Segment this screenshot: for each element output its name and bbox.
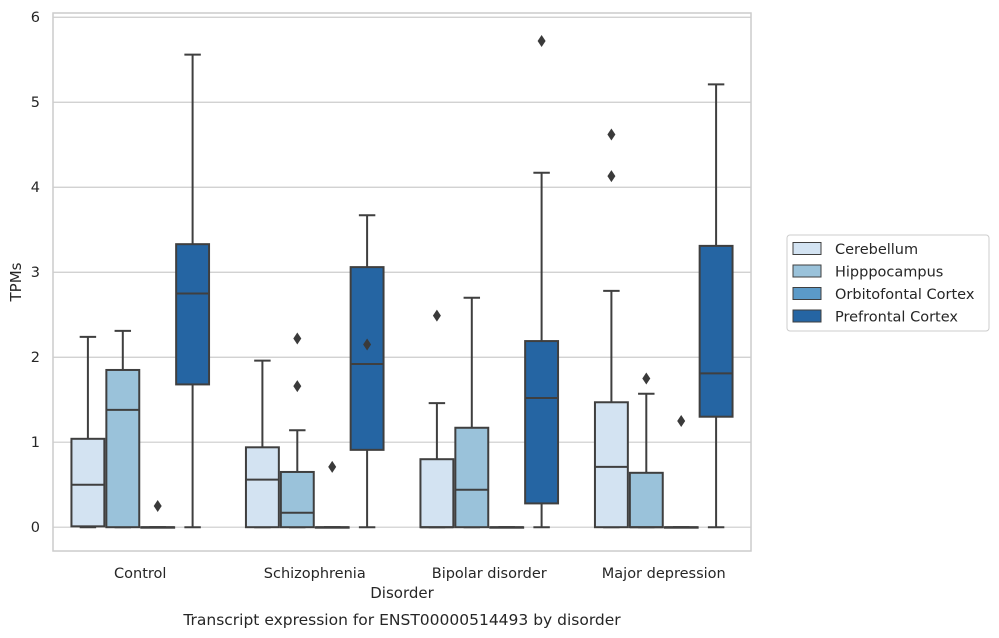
x-tick-label: Schizophrenia xyxy=(264,566,366,582)
box-orbitofontal-cortex-2 xyxy=(489,526,525,529)
box-iqr xyxy=(454,426,490,529)
box-iqr xyxy=(105,368,141,529)
y-tick-label: 3 xyxy=(31,265,40,281)
legend-label: Prefrontal Cortex xyxy=(835,310,958,326)
box-cerebellum-0 xyxy=(70,335,106,529)
box-hipppocampus-2 xyxy=(454,296,490,529)
box-iqr xyxy=(593,401,629,529)
box-hipppocampus-1 xyxy=(279,332,315,529)
x-tick-label: Major depression xyxy=(602,566,726,582)
legend-label: Cerebellum xyxy=(835,242,918,258)
legend-swatch xyxy=(792,242,822,255)
outlier-point xyxy=(432,309,441,322)
legend-label: Orbitofontal Cortex xyxy=(835,287,975,303)
box-iqr xyxy=(419,458,455,529)
box-cerebellum-3 xyxy=(593,128,629,529)
box-cerebellum-1 xyxy=(244,359,280,529)
box-prefrontal-cortex-2 xyxy=(524,35,560,529)
box-prefrontal-cortex-1 xyxy=(349,214,385,529)
legend: Cerebellum Hipppocampus Orbitofontal Corte… xyxy=(786,234,990,332)
box-prefrontal-cortex-3 xyxy=(698,83,734,529)
legend-label: Hipppocampus xyxy=(835,265,943,281)
box-iqr xyxy=(244,446,280,529)
outlier-point xyxy=(607,128,616,141)
box-iqr xyxy=(698,244,734,418)
box-iqr xyxy=(70,437,106,528)
y-tick-label: 1 xyxy=(31,435,40,451)
outlier-point xyxy=(677,414,686,427)
legend-swatch xyxy=(792,264,822,278)
y-tick-label: 4 xyxy=(31,180,40,196)
box-orbitofontal-cortex-1 xyxy=(314,460,350,529)
box-iqr xyxy=(628,471,664,529)
y-tick-labels: 0 1 2 3 4 5 6 xyxy=(31,10,40,536)
box-hipppocampus-3 xyxy=(628,372,664,529)
x-axis-title: Disorder xyxy=(370,584,434,602)
outlier-point xyxy=(363,338,372,351)
box-iqr xyxy=(524,340,560,505)
outlier-point xyxy=(607,170,616,183)
chart-caption: Transcript expression for ENST0000051449… xyxy=(182,611,621,629)
y-tick-label: 6 xyxy=(31,10,40,26)
box-orbitofontal-cortex-0 xyxy=(140,499,176,529)
box-hipppocampus-0 xyxy=(105,329,141,529)
box-iqr xyxy=(279,470,315,529)
x-tick-label: Control xyxy=(114,566,166,582)
boxes xyxy=(70,35,734,529)
outlier-point xyxy=(153,499,162,512)
box-orbitofontal-cortex-3 xyxy=(663,414,699,529)
outlier-point xyxy=(293,332,302,345)
legend-frame xyxy=(786,234,990,332)
y-axis-title: TPMs xyxy=(7,262,25,302)
x-tick-labels: Control Schizophrenia Bipolar disorder Majo… xyxy=(114,566,726,582)
box-prefrontal-cortex-0 xyxy=(175,53,211,529)
box-iqr xyxy=(175,243,211,386)
box-cerebellum-2 xyxy=(419,309,455,529)
y-tick-label: 0 xyxy=(31,520,40,536)
outlier-point xyxy=(537,35,546,48)
outlier-point xyxy=(328,460,337,473)
legend-swatch xyxy=(792,287,822,300)
outlier-point xyxy=(293,380,302,393)
outlier-point xyxy=(642,372,651,385)
legend-swatch xyxy=(792,309,822,323)
y-tick-label: 2 xyxy=(31,350,40,366)
x-tick-label: Bipolar disorder xyxy=(432,566,547,582)
box-iqr xyxy=(349,266,385,451)
y-tick-label: 5 xyxy=(31,95,40,111)
